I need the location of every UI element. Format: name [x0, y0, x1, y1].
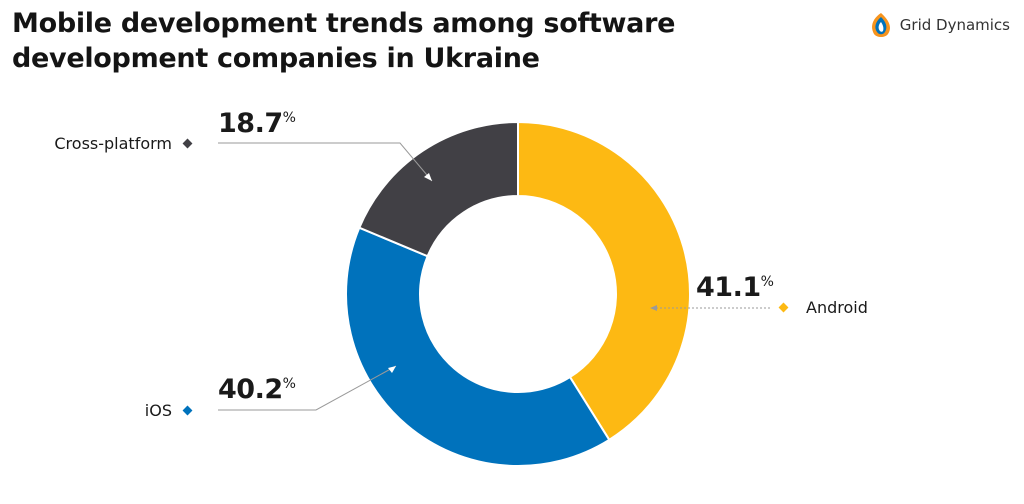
- legend-label-ios: iOS: [145, 401, 172, 420]
- data-label-ios: 40.2%: [218, 374, 296, 405]
- legend-marker-ios: [182, 405, 193, 416]
- data-label-ios-value: 40.2: [218, 374, 283, 405]
- legend-marker-android: [778, 302, 789, 313]
- data-label-android-value: 41.1: [696, 272, 761, 303]
- data-label-android-suffix: %: [761, 274, 774, 290]
- slice-cross-platform: [357, 120, 519, 258]
- legend-marker-cross-platform: [182, 138, 193, 149]
- leader-line-cross-platform: [218, 142, 433, 182]
- arrow-cross-platform: [424, 173, 432, 181]
- page-title: Mobile development trends among software…: [12, 8, 676, 74]
- legend-label-android: Android: [806, 298, 868, 317]
- data-label-cross-platform-suffix: %: [283, 110, 296, 126]
- arrow-android: [650, 305, 657, 311]
- data-label-ios-suffix: %: [283, 376, 296, 392]
- legend-label-cross-platform: Cross-platform: [54, 134, 172, 153]
- slice-android: [517, 120, 691, 442]
- data-label-android: 41.1%: [696, 272, 774, 303]
- brand-name: Grid Dynamics: [899, 16, 1010, 34]
- data-label-cross-platform-value: 18.7: [218, 108, 283, 139]
- leader-line-ios: [218, 365, 397, 411]
- slice-ios: [345, 226, 611, 467]
- arrow-ios: [388, 366, 396, 373]
- data-label-cross-platform: 18.7%: [218, 108, 296, 139]
- grid-dynamics-logo-icon: [871, 13, 890, 37]
- brand-logo: Grid Dynamics: [868, 10, 1010, 40]
